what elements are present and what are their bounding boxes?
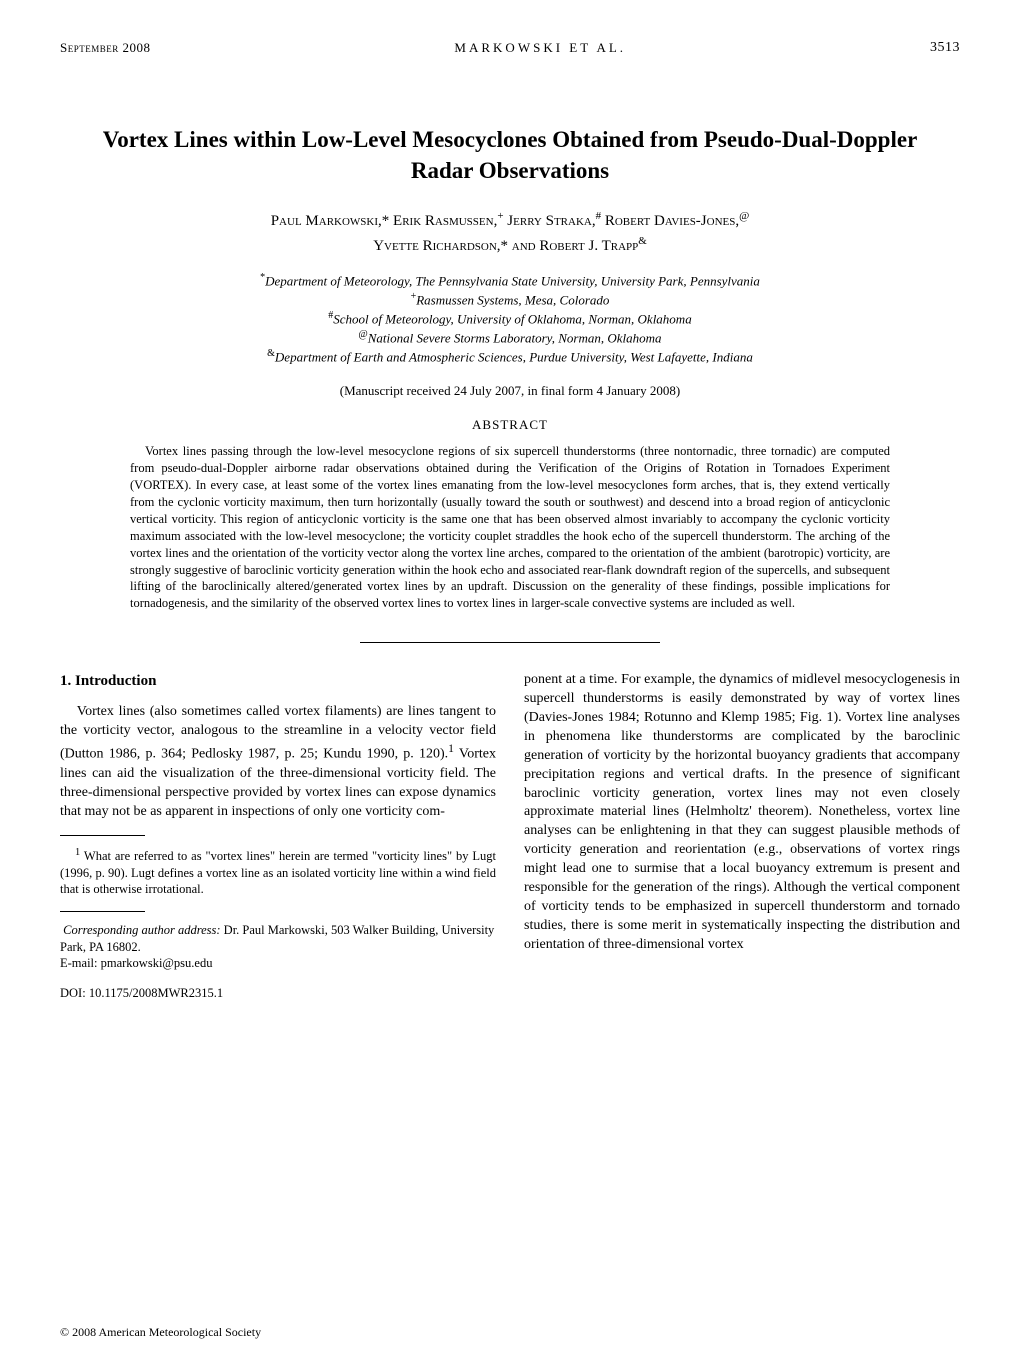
- affil-symbol: &: [267, 348, 275, 359]
- footnote-divider-rule: [60, 835, 145, 836]
- affiliation-row: +Rasmussen Systems, Mesa, Colorado: [60, 290, 960, 309]
- affiliation-row: #School of Meteorology, University of Ok…: [60, 309, 960, 328]
- corresp-email: E-mail: pmarkowski@psu.edu: [60, 956, 212, 970]
- affil-text: National Severe Storms Laboratory, Norma…: [368, 330, 662, 345]
- header-authors-running: MARKOWSKI ET AL.: [454, 40, 626, 56]
- affiliations: *Department of Meteorology, The Pennsylv…: [60, 271, 960, 365]
- abstract-heading: ABSTRACT: [60, 417, 960, 433]
- authors-line-1: Paul Markowski,* Erik Rasmussen,+ Jerry …: [271, 213, 750, 229]
- authors-line-2: Yvette Richardson,* and Robert J. Trapp&: [373, 238, 647, 254]
- body-paragraph: Vortex lines (also sometimes called vort…: [60, 703, 496, 821]
- affiliation-row: &Department of Earth and Atmospheric Sci…: [60, 347, 960, 366]
- body-paragraph: ponent at a time. For example, the dynam…: [524, 671, 960, 954]
- affiliation-row: *Department of Meteorology, The Pennsylv…: [60, 271, 960, 290]
- title-line-1: Vortex Lines within Low-Level Mesocyclon…: [103, 127, 918, 152]
- abstract-divider-rule: [360, 642, 660, 643]
- article-title: Vortex Lines within Low-Level Mesocyclon…: [60, 124, 960, 186]
- copyright-notice: © 2008 American Meteorological Society: [60, 1325, 261, 1340]
- left-column: 1. Introduction Vortex lines (also somet…: [60, 671, 496, 1002]
- affil-text: Rasmussen Systems, Mesa, Colorado: [416, 292, 609, 307]
- title-line-2: Radar Observations: [411, 158, 609, 183]
- abstract-text: Vortex lines passing through the low-lev…: [130, 443, 890, 612]
- running-header: September 2008 MARKOWSKI ET AL. 3513: [60, 40, 960, 56]
- affil-text: Department of Earth and Atmospheric Scie…: [275, 349, 753, 364]
- manuscript-dates: (Manuscript received 24 July 2007, in fi…: [60, 383, 960, 399]
- affil-text: Department of Meteorology, The Pennsylva…: [265, 273, 760, 288]
- header-page-number: 3513: [930, 40, 960, 56]
- header-date: September 2008: [60, 40, 150, 56]
- corresponding-author: Corresponding author address: Dr. Paul M…: [60, 922, 496, 971]
- right-column: ponent at a time. For example, the dynam…: [524, 671, 960, 1002]
- affil-symbol: @: [358, 329, 367, 340]
- affil-text: School of Meteorology, University of Okl…: [333, 311, 691, 326]
- footnote-1: 1 What are referred to as "vortex lines"…: [60, 846, 496, 897]
- doi: DOI: 10.1175/2008MWR2315.1: [60, 985, 496, 1002]
- two-column-body: 1. Introduction Vortex lines (also somet…: [60, 671, 960, 1002]
- author-list: Paul Markowski,* Erik Rasmussen,+ Jerry …: [60, 208, 960, 257]
- correspondence-divider-rule: [60, 911, 145, 912]
- corresp-label: Corresponding author address:: [63, 923, 220, 937]
- affiliation-row: @National Severe Storms Laboratory, Norm…: [60, 328, 960, 347]
- section-heading: 1. Introduction: [60, 671, 496, 691]
